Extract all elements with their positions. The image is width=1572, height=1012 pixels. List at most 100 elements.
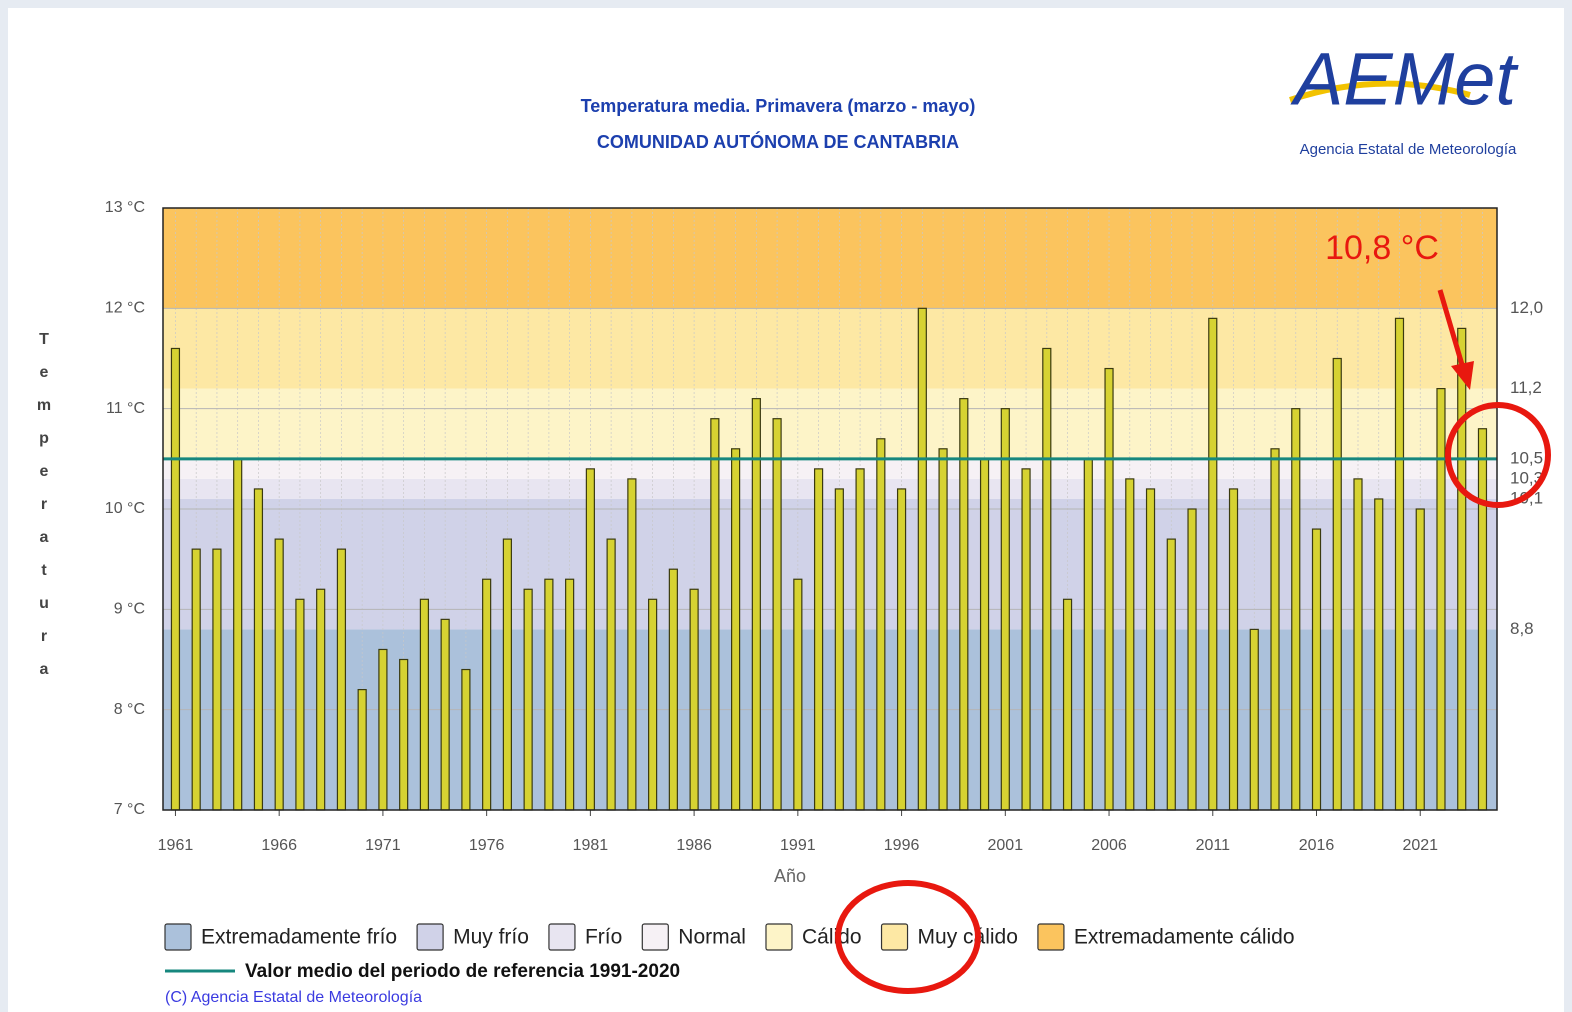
y-tick-label: 12 °C: [105, 300, 145, 317]
legend-swatch: [548, 923, 576, 951]
chart-title: Temperatura media. Primavera (marzo - ma…: [581, 96, 976, 116]
bar: [1062, 598, 1073, 811]
y-axis-letter: t: [41, 562, 47, 579]
x-tick-label: 2001: [988, 837, 1024, 854]
bar: [1353, 478, 1363, 811]
bar: [295, 598, 305, 811]
x-tick-label: 2016: [1299, 837, 1335, 854]
y-tick-label: 10 °C: [105, 500, 145, 517]
y-axis-letter: a: [40, 529, 49, 546]
bar: [896, 488, 907, 811]
y-axis-letter: m: [37, 397, 51, 414]
copyright: (C) Agencia Estatal de Meteorología: [165, 989, 422, 1006]
bar: [461, 668, 471, 811]
plot-frame: [162, 207, 1498, 811]
y-axis-letter: e: [40, 364, 49, 381]
bar: [1125, 478, 1135, 811]
y-axis-letter: r: [41, 496, 47, 513]
highlight-circle: [835, 880, 981, 994]
bar: [1021, 468, 1031, 811]
threshold-label: 8,8: [1510, 619, 1534, 638]
x-tick-label: 2011: [1196, 837, 1231, 854]
legend-label: Extremadamente cálido: [1074, 926, 1295, 949]
legend-label: Cálido: [802, 926, 862, 949]
bar: [731, 448, 741, 811]
x-tick-label: 1996: [884, 837, 920, 854]
bar: [440, 618, 450, 811]
threshold-label: 12,0: [1510, 298, 1543, 317]
bar: [1457, 327, 1467, 811]
bar: [399, 658, 409, 811]
bar: [793, 578, 803, 811]
threshold-label: 10,3: [1510, 468, 1543, 487]
bar: [979, 458, 990, 811]
bar: [648, 598, 658, 811]
legend-swatch: [641, 923, 669, 951]
x-tick-label: 1976: [469, 837, 505, 854]
bar: [751, 398, 761, 811]
bar: [1270, 448, 1280, 811]
bar: [274, 538, 284, 811]
bar: [482, 578, 492, 811]
legend-swatch: [416, 923, 444, 951]
legend-swatch: [164, 923, 192, 951]
bar: [1332, 357, 1342, 811]
class-band: [163, 478, 1497, 499]
x-tick-label: 1961: [158, 837, 194, 854]
y-axis-letter: a: [40, 661, 49, 678]
bar: [585, 468, 595, 811]
bar: [1104, 367, 1114, 811]
x-tick-label: 1986: [676, 837, 712, 854]
bar: [1311, 528, 1322, 811]
bar: [1394, 317, 1405, 811]
legend-swatch: [765, 923, 793, 951]
bar: [1042, 347, 1052, 811]
bar: [212, 548, 222, 811]
y-tick-label: 9 °C: [114, 601, 145, 618]
y-tick-label: 8 °C: [114, 701, 145, 718]
x-axis-label: Año: [774, 866, 806, 886]
bar: [876, 438, 886, 811]
y-axis-letter: T: [39, 331, 49, 348]
bar: [357, 688, 367, 811]
logo: AEMet: [1290, 38, 1520, 121]
bar: [523, 588, 533, 811]
x-tick-label: 2021: [1402, 837, 1438, 854]
bar: [1208, 317, 1218, 811]
legend-label: Extremadamente frío: [201, 926, 397, 949]
bar: [1477, 428, 1488, 811]
bar: [1145, 488, 1156, 811]
bar: [1249, 628, 1259, 811]
class-band: [163, 208, 1497, 309]
bar: [233, 458, 243, 811]
bar: [1436, 388, 1446, 811]
bar: [689, 588, 699, 811]
bar: [378, 648, 388, 811]
bar: [959, 398, 969, 811]
bar: [1166, 538, 1176, 811]
y-axis-letter: e: [40, 463, 49, 480]
y-tick-label: 7 °C: [114, 801, 145, 818]
x-tick-label: 2006: [1091, 837, 1127, 854]
legend-label: Frío: [585, 926, 622, 949]
y-axis-letter: u: [39, 595, 49, 612]
x-tick-label: 1971: [365, 837, 401, 854]
bar: [253, 488, 264, 811]
annotation-arrow: [1437, 289, 1466, 369]
legend-swatch: [880, 923, 909, 951]
legend-swatch: [1037, 923, 1065, 951]
bar: [1187, 508, 1197, 811]
bar: [565, 578, 575, 811]
bar: [1228, 488, 1239, 811]
bar: [336, 548, 347, 811]
class-band: [163, 308, 1497, 389]
chart-subtitle: COMUNIDAD AUTÓNOMA DE CANTABRIA: [597, 131, 959, 152]
bar: [855, 468, 865, 811]
bar: [606, 538, 616, 811]
bar: [917, 307, 927, 811]
x-tick-label: 1966: [261, 837, 297, 854]
y-axis-letter: p: [39, 430, 49, 447]
y-tick-label: 11 °C: [106, 400, 145, 417]
